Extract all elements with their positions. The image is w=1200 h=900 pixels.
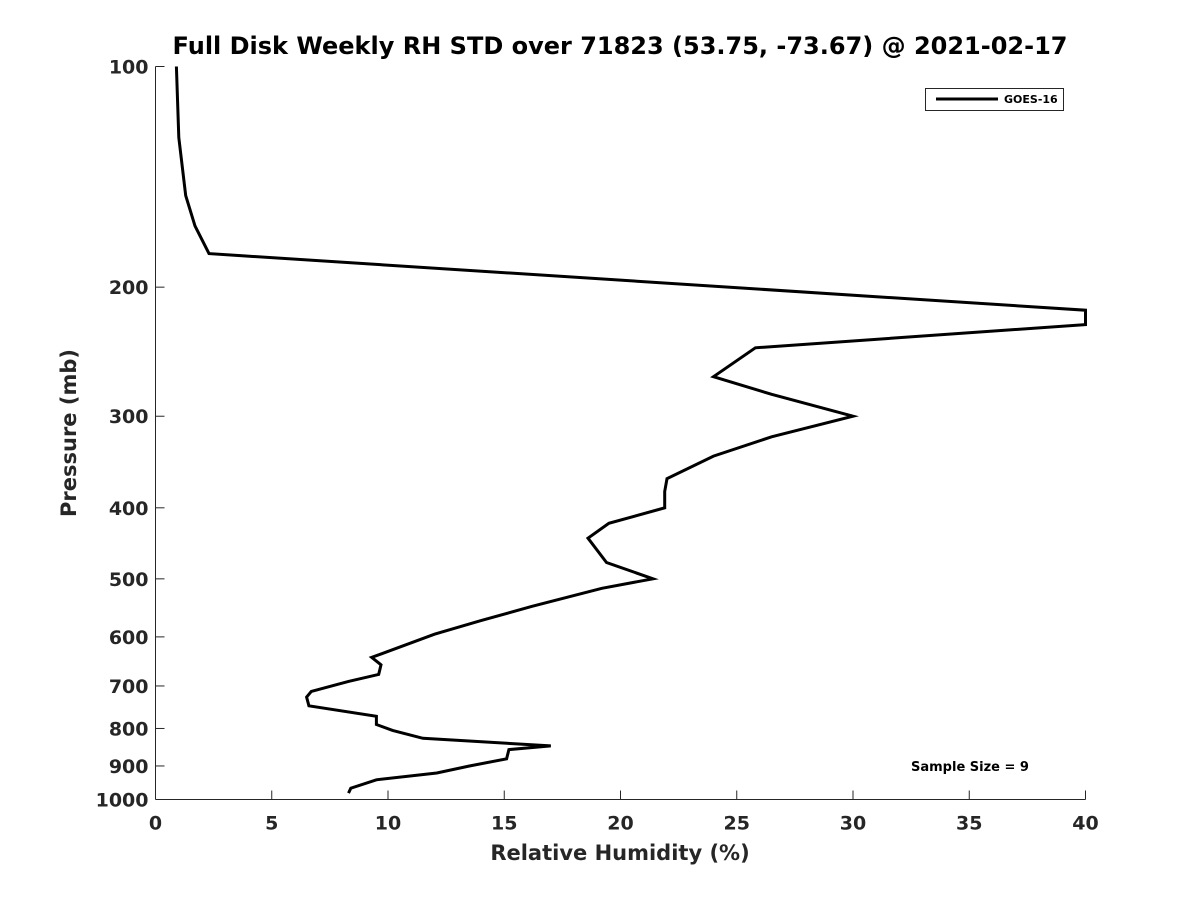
y-tick-label: 200 <box>109 277 149 299</box>
x-tick-label: 5 <box>265 813 278 835</box>
plot-area <box>155 66 1086 800</box>
x-tick-label: 30 <box>840 813 866 835</box>
y-tick-label: 1000 <box>96 790 149 812</box>
x-axis-label: Relative Humidity (%) <box>490 841 749 865</box>
y-tick-label: 600 <box>109 627 149 649</box>
series-layer <box>174 66 1087 794</box>
x-tick-label: 20 <box>607 813 633 835</box>
chart-title: Full Disk Weekly RH STD over 71823 (53.7… <box>173 32 1068 60</box>
y-tick-label: 900 <box>109 756 149 778</box>
y-tick-label: 100 <box>109 57 149 79</box>
y-tick-label: 400 <box>109 498 149 520</box>
series-line-goes-16 <box>174 66 1087 794</box>
y-tick-label: 800 <box>109 718 149 740</box>
y-tick-label: 300 <box>109 406 149 428</box>
x-axis-ticks: 0 5 10 15 20 25 30 35 40 <box>149 790 1099 835</box>
y-axis-ticks: 100 200 300 400 500 600 700 800 900 1000 <box>96 57 165 812</box>
x-tick-label: 25 <box>724 813 750 835</box>
x-tick-label: 40 <box>1072 813 1098 835</box>
legend-label-goes-16: GOES-16 <box>1004 93 1058 106</box>
sample-size-annotation: Sample Size = 9 <box>911 760 1029 775</box>
x-tick-label: 0 <box>149 813 162 835</box>
x-tick-label: 35 <box>956 813 982 835</box>
y-tick-label: 500 <box>109 569 149 591</box>
x-tick-label: 15 <box>491 813 517 835</box>
legend: GOES-16 <box>925 88 1064 111</box>
x-tick-label: 10 <box>375 813 401 835</box>
y-tick-label: 700 <box>109 676 149 698</box>
y-axis-label: Pressure (mb) <box>57 349 81 517</box>
